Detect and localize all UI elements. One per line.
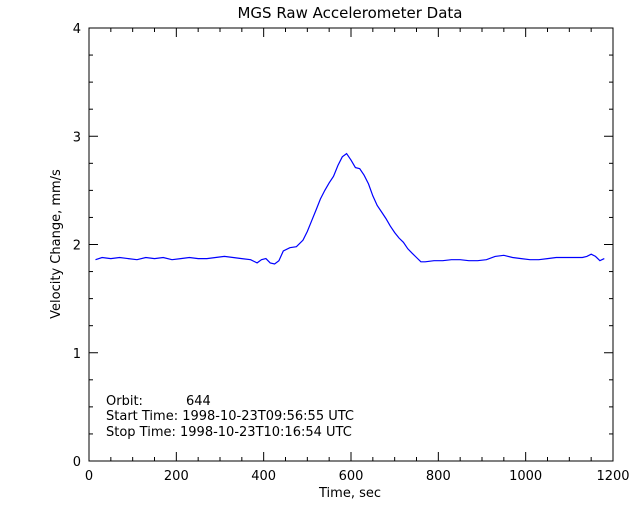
x-axis-label: Time, sec: [318, 486, 381, 501]
x-tick-label: 1200: [596, 469, 629, 484]
x-tick-label: 400: [251, 469, 276, 484]
y-tick-label: 1: [73, 347, 81, 362]
start-time: Start Time: 1998-10-23T09:56:55 UTC: [106, 409, 354, 424]
x-tick-label: 800: [426, 469, 451, 484]
x-tick-label: 600: [339, 469, 364, 484]
y-tick-label: 2: [73, 239, 81, 254]
y-tick-label: 0: [73, 455, 81, 470]
plot-frame: [89, 28, 613, 461]
stop-time: Stop Time: 1998-10-23T10:16:54 UTC: [106, 425, 352, 440]
x-tick-label: 200: [164, 469, 189, 484]
orbit-label: Orbit:: [106, 394, 143, 409]
y-tick-label: 4: [73, 22, 81, 37]
y-tick-label: 3: [73, 130, 81, 145]
orbit-value: 644: [186, 394, 211, 409]
y-axis-label: Velocity Change, mm/s: [49, 169, 64, 319]
chart-title: MGS Raw Accelerometer Data: [237, 4, 462, 22]
series-line: [96, 154, 605, 264]
x-tick-label: 0: [85, 469, 93, 484]
x-tick-label: 1000: [509, 469, 542, 484]
